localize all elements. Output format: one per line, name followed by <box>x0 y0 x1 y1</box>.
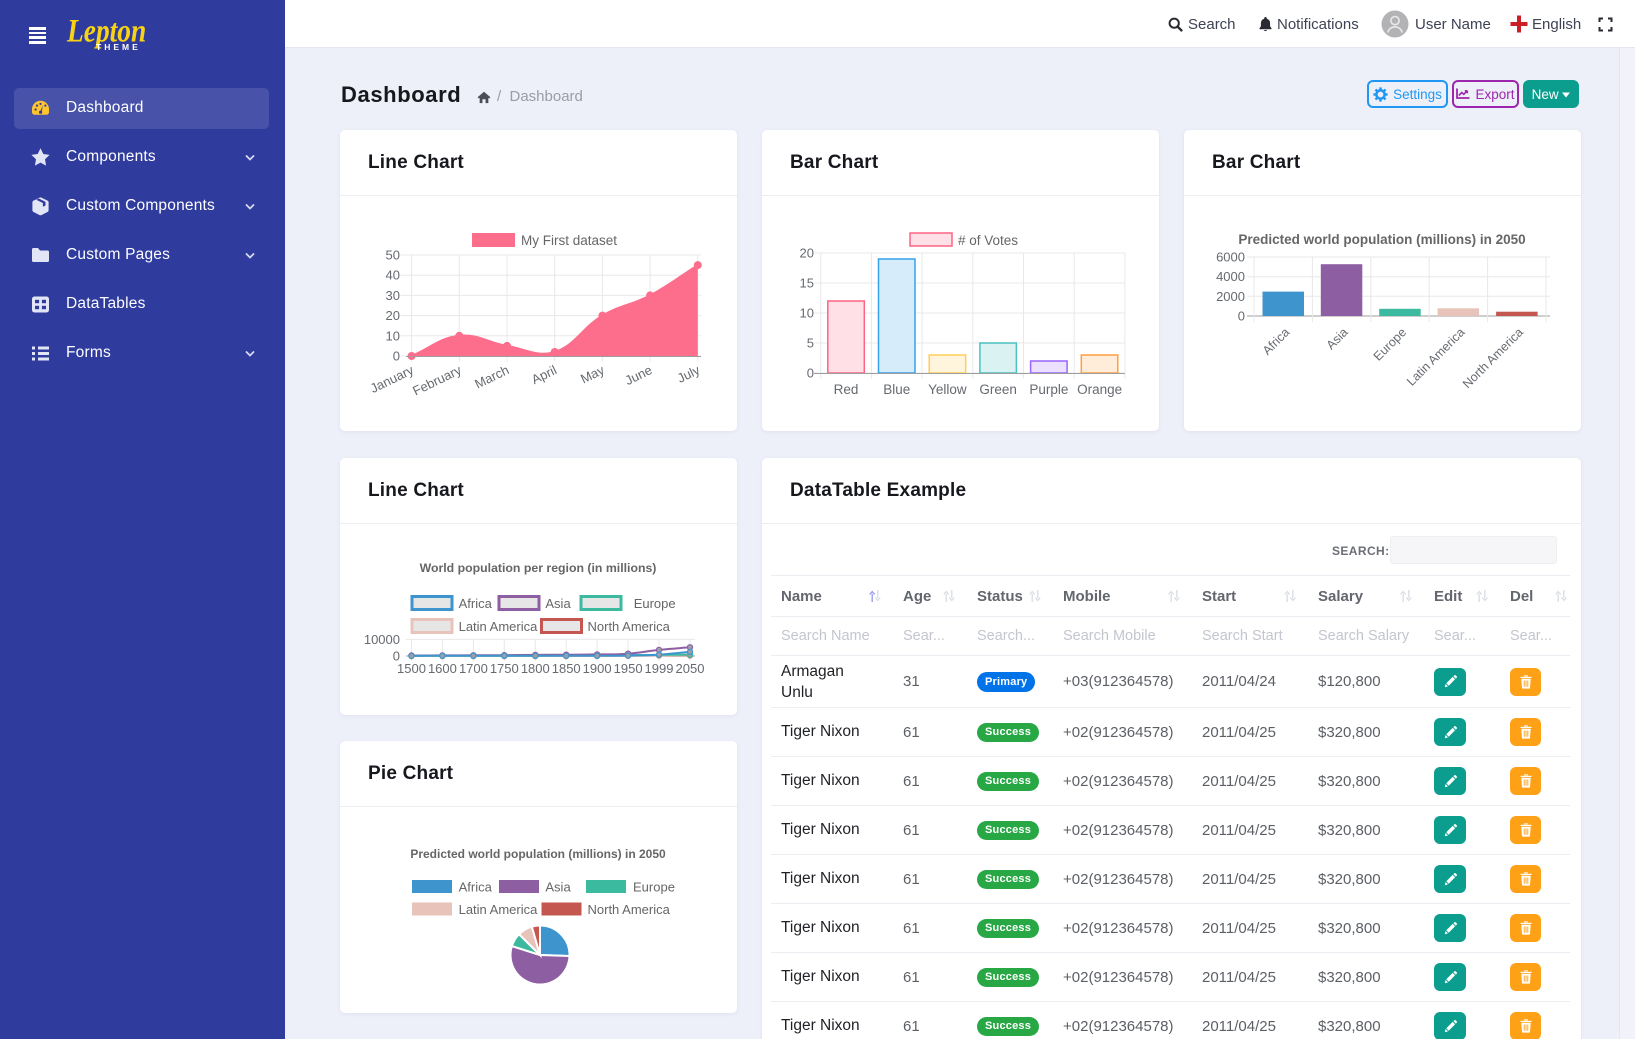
svg-text:Europe: Europe <box>633 880 675 895</box>
svg-text:January: January <box>368 362 417 396</box>
svg-text:20: 20 <box>800 246 814 261</box>
svg-text:Blue: Blue <box>883 382 910 397</box>
svg-text:40: 40 <box>386 268 400 283</box>
svg-text:5: 5 <box>807 336 814 351</box>
svg-text:1750: 1750 <box>490 661 519 676</box>
svg-text:1850: 1850 <box>552 661 581 676</box>
svg-text:May: May <box>578 362 607 386</box>
svg-text:Latin America: Latin America <box>1404 325 1467 388</box>
svg-text:1950: 1950 <box>614 661 643 676</box>
svg-text:April: April <box>529 362 559 387</box>
svg-text:North America: North America <box>588 619 671 634</box>
svg-text:Latin America: Latin America <box>459 902 539 917</box>
svg-text:Europe: Europe <box>634 596 676 611</box>
svg-text:Africa: Africa <box>459 880 493 895</box>
svg-text:6000: 6000 <box>1216 250 1245 265</box>
svg-text:2050: 2050 <box>676 661 705 676</box>
svg-text:50: 50 <box>386 248 400 263</box>
svg-text:Purple: Purple <box>1029 382 1068 397</box>
svg-text:0: 0 <box>393 349 400 364</box>
svg-text:Red: Red <box>834 382 859 397</box>
svg-text:1900: 1900 <box>583 661 612 676</box>
svg-text:World population per region (i: World population per region (in millions… <box>420 561 657 575</box>
svg-text:Europe: Europe <box>1371 325 1409 363</box>
svg-text:Africa: Africa <box>1260 325 1293 358</box>
svg-text:Asia: Asia <box>545 596 571 611</box>
svg-text:1700: 1700 <box>459 661 488 676</box>
svg-text:March: March <box>472 362 511 391</box>
svg-text:10000: 10000 <box>364 632 400 647</box>
svg-text:North America: North America <box>588 902 671 917</box>
svg-text:Green: Green <box>979 382 1017 397</box>
svg-text:Asia: Asia <box>1324 325 1351 352</box>
svg-text:2000: 2000 <box>1216 289 1245 304</box>
svg-text:1999: 1999 <box>645 661 674 676</box>
svg-text:# of Votes: # of Votes <box>958 233 1018 248</box>
svg-text:Predicted world population (mi: Predicted world population (millions) in… <box>410 847 666 861</box>
svg-text:July: July <box>675 362 703 386</box>
svg-text:Predicted world population (mi: Predicted world population (millions) in… <box>1238 232 1525 247</box>
svg-text:Asia: Asia <box>545 880 571 895</box>
svg-text:15: 15 <box>800 276 814 291</box>
svg-text:20: 20 <box>386 308 400 323</box>
svg-text:1500: 1500 <box>397 661 426 676</box>
svg-text:My First dataset: My First dataset <box>521 233 617 248</box>
svg-text:0: 0 <box>1238 309 1245 324</box>
svg-text:Africa: Africa <box>459 596 493 611</box>
svg-text:Orange: Orange <box>1077 382 1122 397</box>
svg-text:Yellow: Yellow <box>928 382 967 397</box>
svg-text:February: February <box>410 362 464 399</box>
svg-text:1600: 1600 <box>428 661 457 676</box>
svg-text:Latin America: Latin America <box>459 619 539 634</box>
svg-text:10: 10 <box>800 306 814 321</box>
svg-text:North America: North America <box>1460 325 1526 391</box>
svg-text:1800: 1800 <box>521 661 550 676</box>
svg-text:June: June <box>622 362 654 388</box>
svg-text:0: 0 <box>807 366 814 381</box>
svg-text:0: 0 <box>393 649 400 664</box>
svg-text:4000: 4000 <box>1216 269 1245 284</box>
svg-text:30: 30 <box>386 288 400 303</box>
svg-text:10: 10 <box>386 328 400 343</box>
